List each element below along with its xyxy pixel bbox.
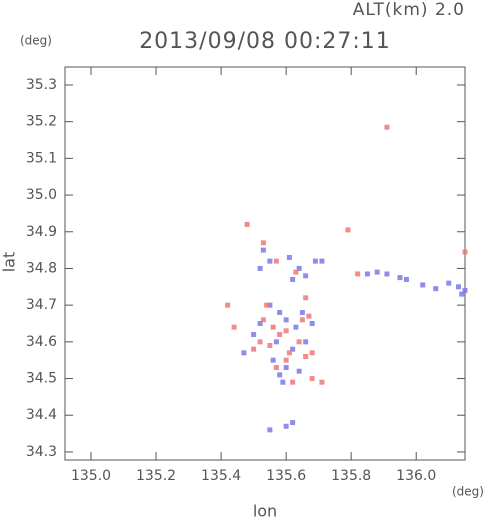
echo-point (267, 343, 273, 349)
echo-point (309, 350, 315, 356)
echo-point (277, 372, 283, 378)
echo-point (303, 354, 309, 360)
echo-point (270, 324, 276, 330)
echo-point (273, 339, 279, 345)
echo-point (403, 276, 409, 282)
echo-point (267, 427, 273, 433)
x-axis-label: lon (253, 502, 277, 521)
y-tick-label: 35.1 (26, 150, 57, 166)
echo-point (264, 302, 270, 308)
echo-point (459, 291, 465, 297)
echo-point (257, 339, 263, 345)
echo-point (280, 379, 286, 385)
echo-point (283, 317, 289, 323)
echo-point (462, 249, 468, 255)
echo-point (283, 365, 289, 371)
echo-point (303, 339, 309, 345)
echo-point (251, 346, 257, 352)
echo-point (260, 240, 266, 246)
echo-point (345, 227, 351, 233)
echo-point (306, 313, 312, 319)
echo-point (355, 271, 361, 277)
echo-point (290, 276, 296, 282)
echo-point (374, 269, 380, 275)
echo-point (231, 324, 237, 330)
echo-point (296, 265, 302, 271)
echo-point (384, 124, 390, 130)
echo-point (286, 254, 292, 260)
echo-point (293, 269, 299, 275)
x-tick-label: 136.0 (396, 468, 436, 484)
x-tick-label: 135.0 (71, 468, 111, 484)
echo-point (283, 357, 289, 363)
y-tick-label: 34.5 (26, 371, 57, 387)
x-tick-label: 135.6 (266, 468, 306, 484)
echo-point (277, 309, 283, 315)
x-unit: (deg) (452, 485, 484, 499)
echo-point (277, 332, 283, 338)
echo-point (283, 328, 289, 334)
echo-point (286, 350, 292, 356)
echo-point (309, 320, 315, 326)
echo-point (303, 273, 309, 279)
y-axis-label: lat (0, 252, 19, 273)
echo-point (225, 302, 231, 308)
echo-point (241, 350, 247, 356)
echo-point (260, 317, 266, 323)
echo-point (270, 357, 276, 363)
x-tick-label: 135.2 (136, 468, 176, 484)
echo-point (384, 271, 390, 277)
y-tick-label: 34.9 (26, 224, 57, 240)
echo-point (283, 423, 289, 429)
echo-point (319, 379, 325, 385)
altitude-label: ALT(km) 2.0 (353, 0, 465, 20)
x-tick-label: 135.8 (331, 468, 371, 484)
echo-point (244, 221, 250, 227)
echo-point (433, 286, 439, 292)
y-tick-label: 34.7 (26, 297, 57, 313)
echo-point (303, 295, 309, 301)
echo-point (299, 309, 305, 315)
y-tick-label: 35.2 (26, 114, 57, 130)
y-unit: (deg) (20, 34, 52, 48)
y-tick-label: 34.3 (26, 444, 57, 460)
y-tick-label: 34.6 (26, 334, 57, 350)
echo-point (273, 365, 279, 371)
chart-title: 2013/09/08 00:27:11 (139, 29, 391, 54)
echo-point (257, 265, 263, 271)
y-tick-label: 35.3 (26, 77, 57, 93)
echo-point (446, 280, 452, 286)
echo-point (312, 258, 318, 264)
x-tick-label: 135.4 (201, 468, 241, 484)
echo-point (267, 302, 273, 308)
echo-point (290, 346, 296, 352)
echo-point (251, 332, 257, 338)
echo-point (290, 420, 296, 426)
echo-point (397, 275, 403, 281)
echo-point (296, 368, 302, 374)
echo-point (260, 247, 266, 253)
echo-point (293, 324, 299, 330)
echo-point (267, 258, 273, 264)
echo-point (420, 282, 426, 288)
echo-point (299, 317, 305, 323)
echo-point (273, 258, 279, 264)
echo-point (319, 258, 325, 264)
echo-point (309, 376, 315, 382)
echo-point (364, 271, 370, 277)
y-tick-label: 34.4 (26, 407, 57, 423)
plot-frame (64, 66, 466, 461)
echo-point (462, 287, 468, 293)
echo-point (257, 320, 263, 326)
echo-point (455, 284, 461, 290)
echo-point (296, 339, 302, 345)
y-tick-label: 35.0 (26, 187, 57, 203)
echo-point (290, 379, 296, 385)
y-tick-label: 34.8 (26, 260, 57, 276)
